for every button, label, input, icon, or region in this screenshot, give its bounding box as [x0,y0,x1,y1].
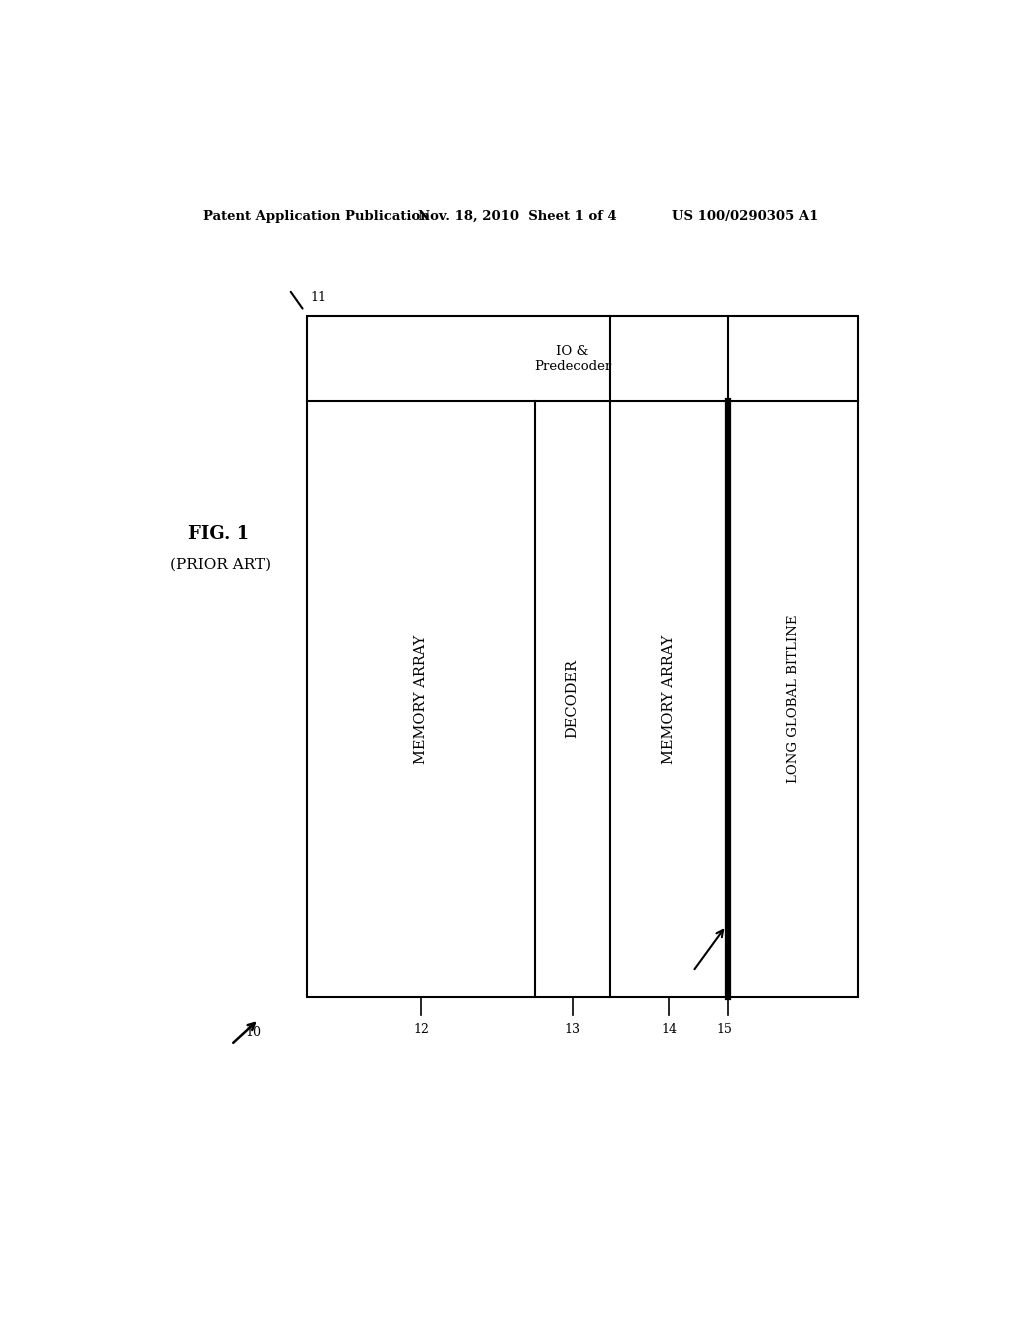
Text: DECODER: DECODER [565,660,580,738]
Bar [306,315,858,997]
Text: 11: 11 [310,290,327,304]
Text: (PRIOR ART): (PRIOR ART) [170,558,271,572]
Text: Patent Application Publication: Patent Application Publication [204,210,430,223]
Text: MEMORY ARRAY: MEMORY ARRAY [414,635,428,764]
Text: Nov. 18, 2010  Sheet 1 of 4: Nov. 18, 2010 Sheet 1 of 4 [418,210,616,223]
Text: 12: 12 [413,1023,429,1036]
Text: US 100/0290305 A1: US 100/0290305 A1 [672,210,818,223]
Text: FIG. 1: FIG. 1 [187,525,249,544]
Text: 13: 13 [564,1023,581,1036]
Text: MEMORY ARRAY: MEMORY ARRAY [663,635,676,764]
Text: LONG GLOBAL BITLINE: LONG GLOBAL BITLINE [786,615,800,783]
Text: IO &
Predecoder: IO & Predecoder [535,345,611,372]
Text: 14: 14 [662,1023,677,1036]
Text: 10: 10 [246,1026,261,1039]
Text: 15: 15 [717,1023,732,1036]
